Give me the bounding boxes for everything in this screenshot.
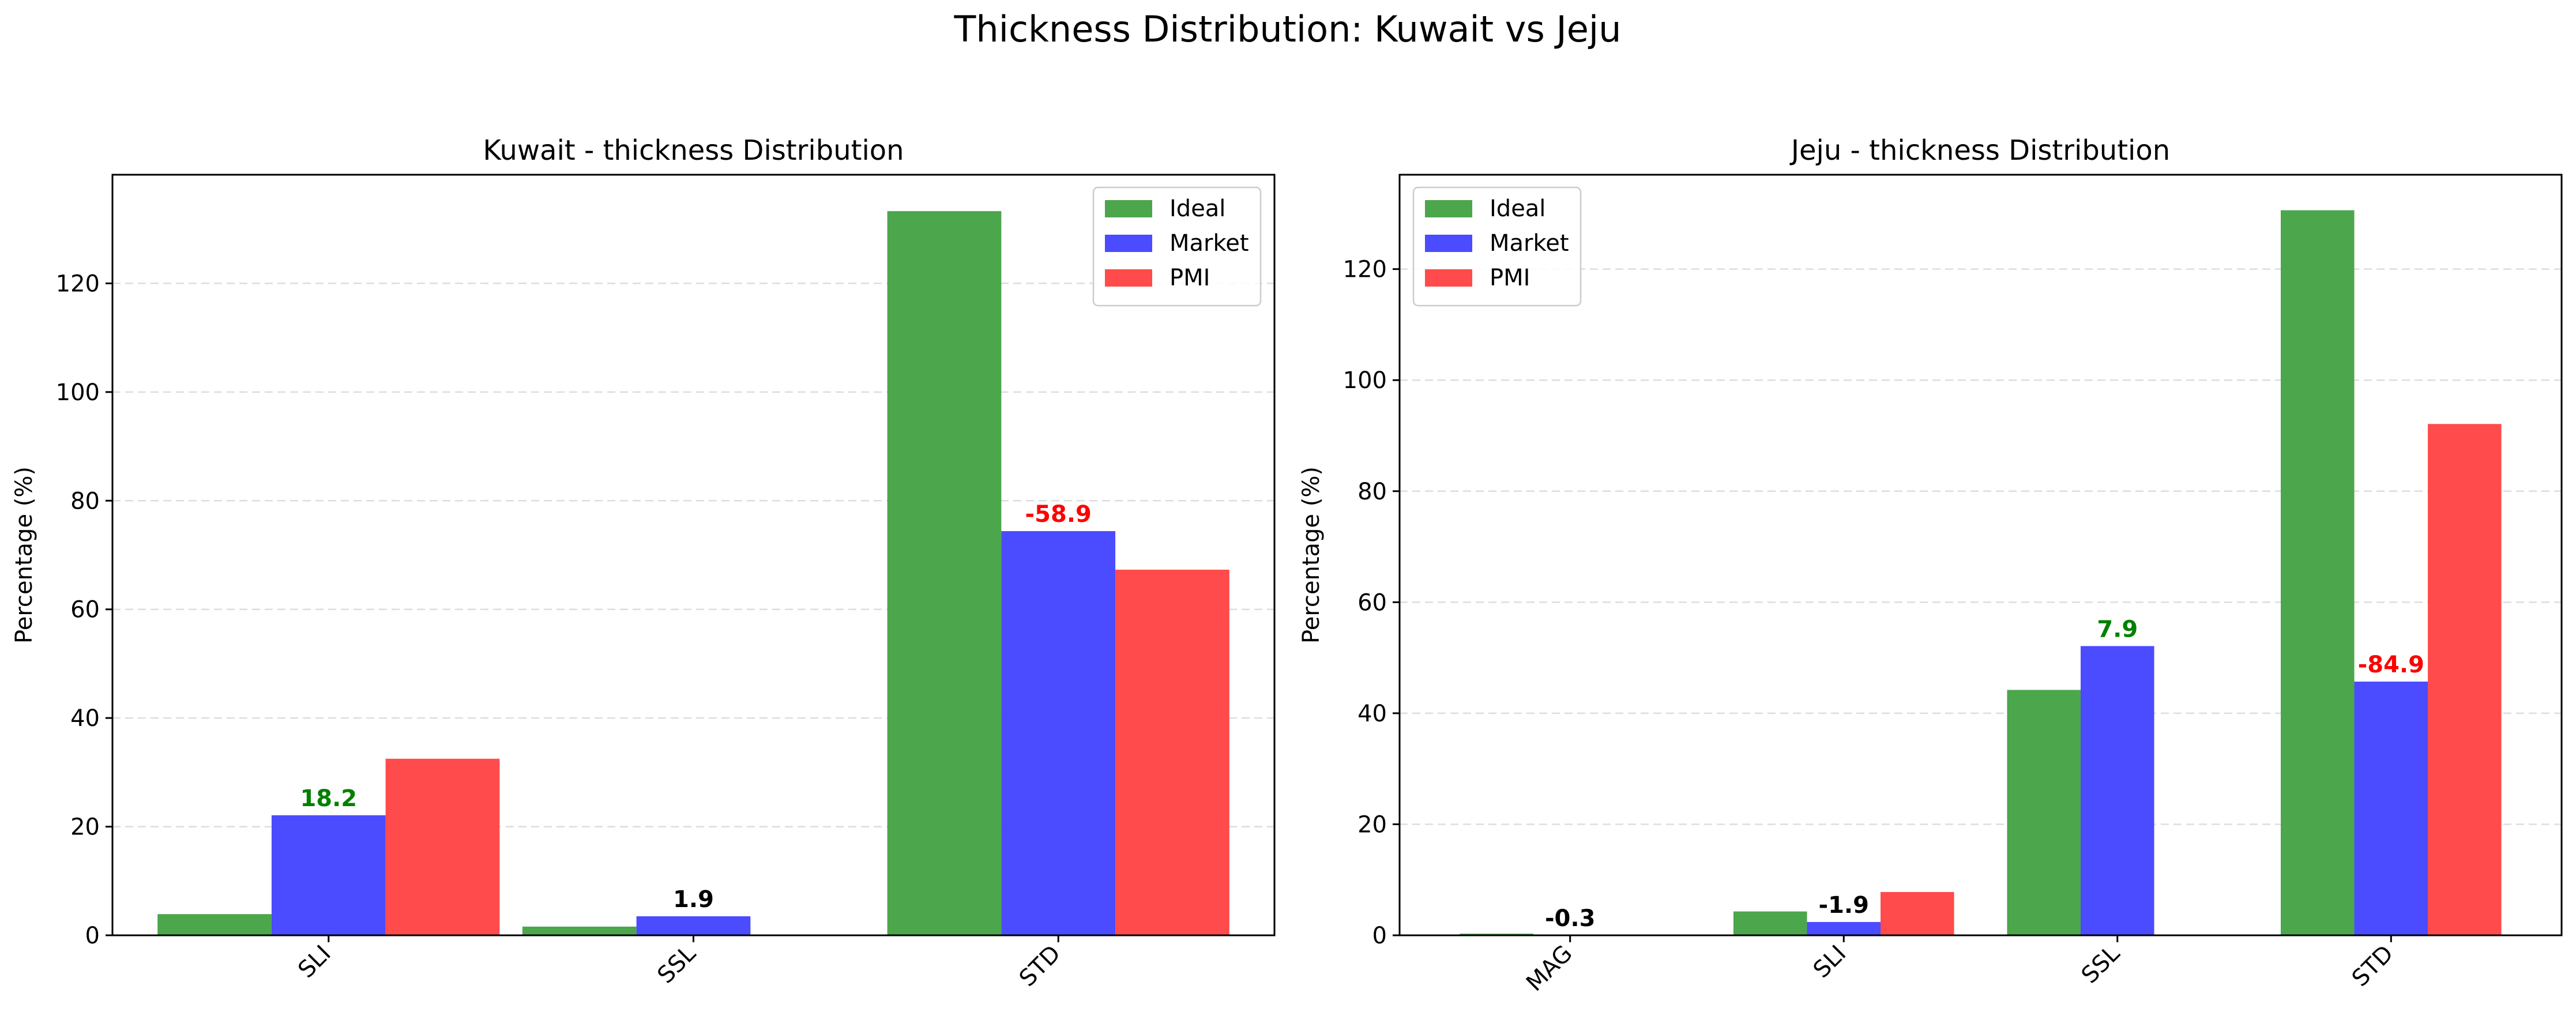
jeju-subplot-title: Jeju - thickness Distribution [1789, 134, 2170, 167]
diff-label-mag: -0.3 [1545, 905, 1595, 932]
x-tick-label-std: STD [1014, 941, 1066, 992]
bar-market-sli [1807, 921, 1881, 935]
y-tick-label: 0 [1372, 923, 1387, 949]
y-tick-label: 60 [70, 597, 100, 623]
bar-market-std [1001, 531, 1116, 935]
diff-label-std: -58.9 [1025, 501, 1092, 528]
y-tick-label: 40 [1357, 701, 1387, 727]
y-tick-label: 40 [70, 705, 100, 732]
y-axis-label: Percentage (%) [11, 467, 37, 644]
bar-market-std [2354, 682, 2428, 935]
figure-title: Thickness Distribution: Kuwait vs Jeju [954, 8, 1622, 50]
bar-pmi-sli [385, 758, 500, 935]
legend: Ideal Market PMI [1092, 186, 1262, 307]
legend-label-ideal: Ideal [1490, 195, 1545, 222]
bar-ideal-std [2281, 210, 2355, 935]
kuwait-subplot-title: Kuwait - thickness Distribution [483, 134, 904, 167]
x-tick-label-sli: SLI [1808, 941, 1852, 984]
legend-swatch-market [1105, 235, 1152, 252]
bar-market-ssl [636, 916, 751, 935]
bar-ideal-ssl [2007, 690, 2081, 935]
bar-ideal-sli [1733, 911, 1807, 935]
y-tick-label: 120 [1343, 257, 1387, 283]
y-axis-label: Percentage (%) [1298, 467, 1325, 644]
y-tick-label: 20 [70, 814, 100, 841]
legend-swatch-market [1425, 235, 1472, 252]
bar-ideal-std [887, 211, 1002, 936]
legend-label-market: Market [1169, 230, 1249, 257]
y-tick-label: 60 [1357, 589, 1387, 616]
bar-pmi-std [1115, 569, 1229, 935]
x-tick-label-std: STD [2347, 941, 2399, 992]
y-tick-label: 80 [70, 488, 100, 514]
y-tick-label: 0 [85, 923, 100, 949]
diff-label-std: -84.9 [2358, 652, 2424, 678]
y-tick-label: 100 [1343, 367, 1387, 394]
y-tick-label: 80 [1357, 479, 1387, 505]
x-tick-label-mag: MAG [1521, 941, 1578, 997]
plot-frame [1398, 174, 2563, 936]
diff-label-ssl: 1.9 [673, 886, 714, 913]
y-tick-label: 20 [1357, 811, 1387, 838]
kuwait-chart: 18.2 1.9 -58.9 0 20 40 60 80 100 120 SLI SSL STD Kuwa… [11, 134, 1276, 992]
x-tick-label-ssl: SSL [2077, 940, 2126, 989]
bar-market-ssl [2081, 646, 2154, 935]
legend-swatch-pmi [1425, 269, 1472, 287]
bar-ideal-ssl [522, 926, 637, 935]
jeju-chart: -0.3 -1.9 7.9 -84.9 0 20 40 60 80 100 120 MAG SLI SSL… [1298, 134, 2563, 997]
x-tick-label-sli: SLI [293, 941, 336, 984]
legend-swatch-pmi [1105, 269, 1152, 287]
bar-ideal-sli [157, 914, 272, 935]
bar-pmi-sli [1880, 891, 1954, 935]
legend-label-pmi: PMI [1490, 265, 1530, 291]
bar-pmi-std [2428, 424, 2502, 935]
diff-label-ssl: 7.9 [2097, 616, 2138, 642]
legend-label-pmi: PMI [1169, 265, 1210, 291]
legend-label-ideal: Ideal [1169, 195, 1225, 222]
bar-market-sli [271, 815, 386, 935]
legend-label-market: Market [1490, 230, 1569, 257]
legend-swatch-ideal [1425, 200, 1472, 217]
legend: Ideal Market PMI [1412, 186, 1582, 307]
diff-label-sli: 18.2 [300, 785, 357, 812]
y-tick-label: 120 [56, 270, 100, 297]
x-tick-label-ssl: SSL [652, 940, 701, 989]
legend-swatch-ideal [1105, 200, 1152, 217]
y-tick-label: 100 [56, 379, 100, 406]
diff-label-sli: -1.9 [1818, 892, 1868, 919]
